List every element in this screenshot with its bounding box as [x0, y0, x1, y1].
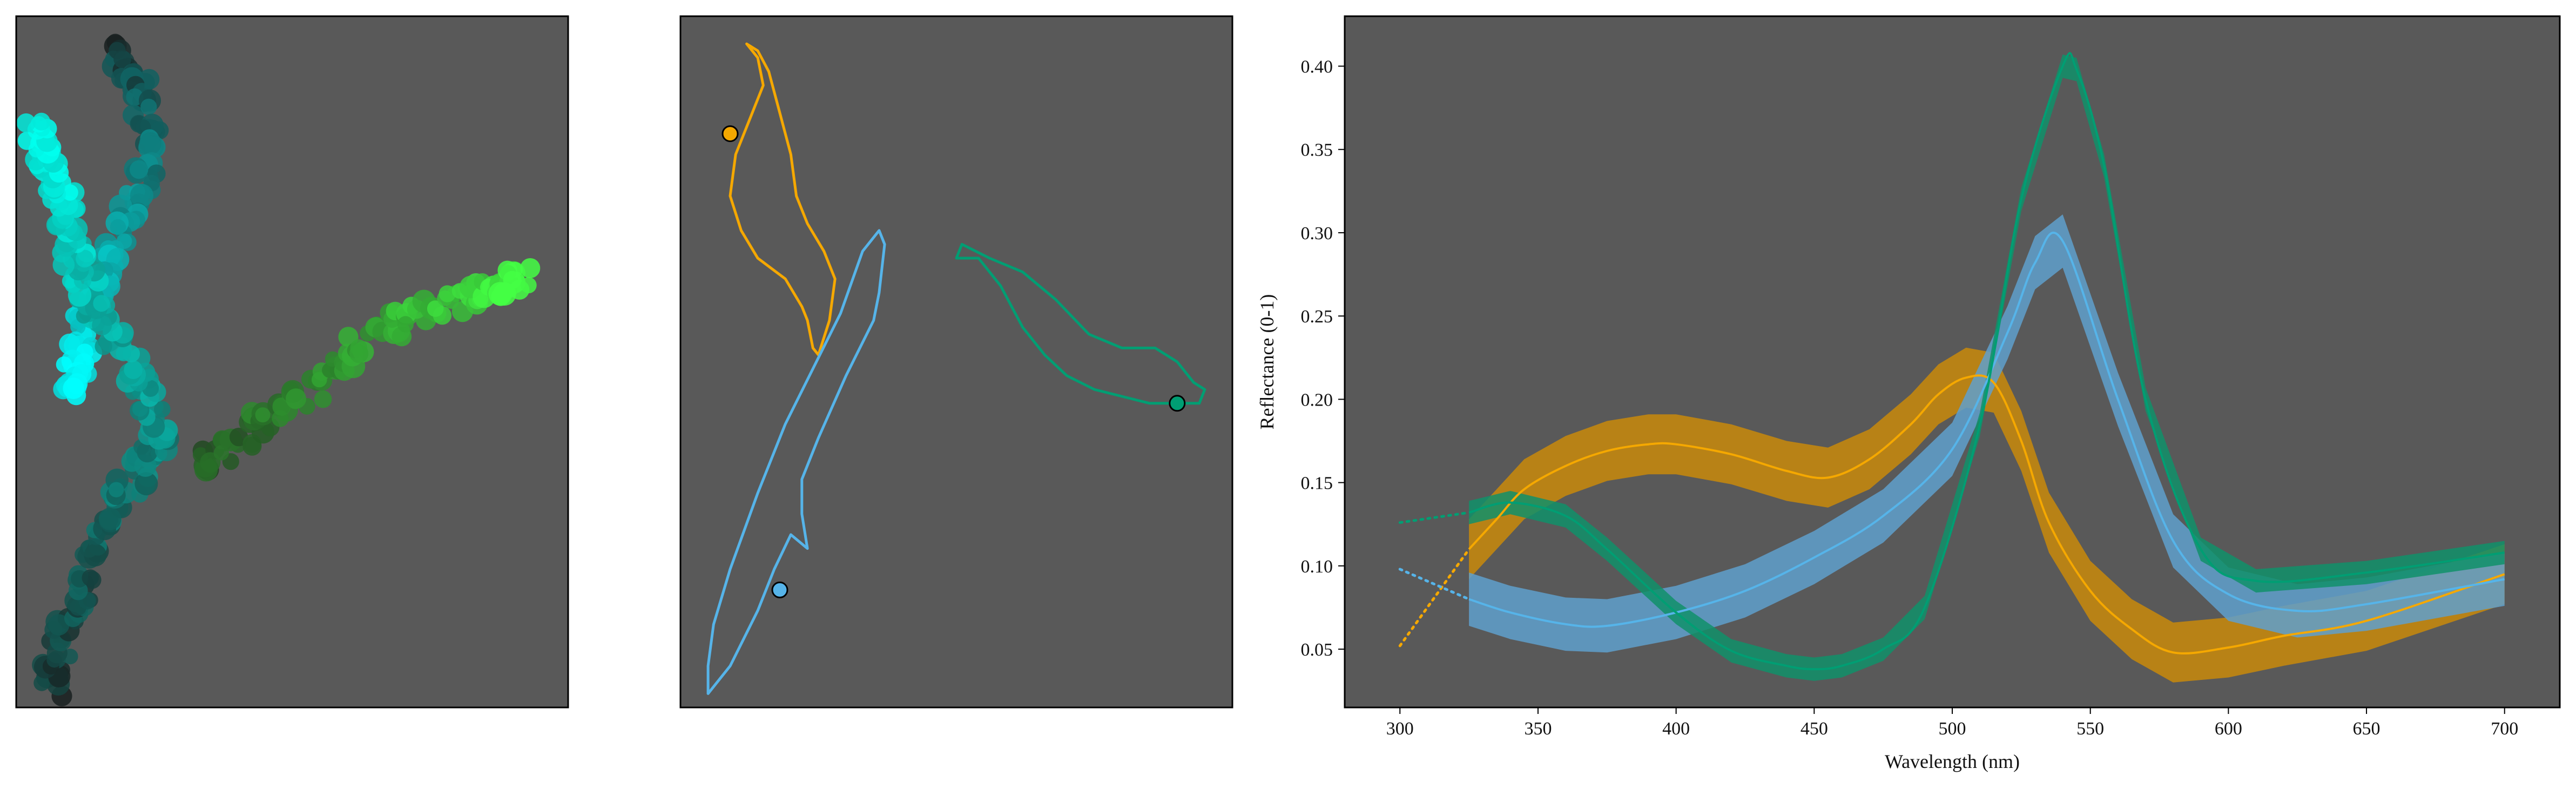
scatter-point	[82, 569, 99, 586]
y-tick-label: 0.25	[1301, 307, 1333, 327]
x-tick-label: 700	[2491, 719, 2518, 739]
scatter-point	[124, 360, 143, 379]
scatter-point	[439, 285, 456, 302]
scatter-point	[92, 315, 112, 336]
scatter-point	[130, 160, 149, 179]
reflectance-line	[1468, 231, 2505, 628]
x-tick-label: 600	[2215, 719, 2242, 739]
scatter-point	[139, 132, 162, 155]
scatter-point	[110, 219, 126, 235]
scatter-point	[95, 338, 112, 355]
panel-scatter	[15, 15, 569, 709]
x-tick-label: 350	[1524, 719, 1552, 739]
contour-marker	[1169, 395, 1186, 412]
scatter-points	[16, 33, 541, 706]
scatter-point	[33, 675, 50, 691]
scatter-point	[16, 113, 36, 133]
reflectance-line	[1468, 374, 2505, 655]
confidence-band	[1469, 214, 2505, 653]
extrapolation-line	[1398, 511, 1471, 524]
scatter-point	[63, 377, 84, 399]
x-tick-label: 500	[1939, 719, 1966, 739]
scatter-point	[312, 372, 327, 388]
scatter-point	[140, 98, 157, 116]
scatter-point	[154, 401, 171, 418]
panel-reflectance: 300 350 400 450 500 550 600 650 700 0.05 0.10 0.15…	[1256, 15, 2561, 772]
scatter-point	[350, 339, 367, 356]
scatter-point	[503, 271, 522, 289]
reflectance-line	[1468, 52, 2505, 671]
scatter-point	[56, 356, 72, 373]
x-tick-label: 300	[1386, 719, 1414, 739]
y-tick-label: 0.15	[1301, 474, 1333, 494]
y-tick-label: 0.20	[1301, 390, 1333, 410]
y-tick-label: 0.40	[1301, 57, 1333, 77]
x-tick-label: 650	[2353, 719, 2381, 739]
scatter-point	[93, 295, 110, 312]
panel-scatter-frame	[15, 15, 569, 709]
contour-marker	[721, 125, 739, 143]
scatter-point	[98, 508, 122, 530]
scatter-point	[130, 184, 153, 207]
scatter-point	[397, 316, 414, 333]
scatter-point	[114, 51, 131, 69]
x-tick-label: 400	[1662, 719, 1690, 739]
scatter-point	[134, 472, 158, 496]
y-tick-label: 0.30	[1301, 224, 1333, 244]
y-tick-label: 0.10	[1301, 557, 1333, 577]
scatter-point	[255, 407, 271, 423]
contour-outline	[729, 42, 837, 356]
contour-outline	[706, 229, 886, 695]
confidence-band	[1469, 347, 2505, 683]
y-axis-label: Reflectance (0-1)	[1256, 294, 1278, 430]
scatter-point	[272, 397, 291, 416]
y-tick-label: 0.05	[1301, 640, 1333, 660]
contour-outline	[955, 242, 1206, 405]
x-tick-label: 550	[2076, 719, 2104, 739]
panel-contours-background	[680, 16, 1232, 707]
scatter-point	[17, 131, 36, 150]
panel-contours-frame	[679, 15, 1233, 709]
panel-contours	[679, 15, 1233, 709]
y-axis-ticks: 0.05 0.10 0.15 0.20 0.25 0.30 0.35 0.40	[1301, 57, 1345, 660]
y-tick-label: 0.35	[1301, 140, 1333, 160]
scatter-point	[76, 249, 94, 268]
scatter-point	[520, 258, 541, 278]
scatter-point	[520, 277, 537, 294]
scatter-point	[48, 614, 70, 636]
extrapolation-line	[1398, 548, 1471, 648]
scatter-point	[109, 482, 124, 497]
x-axis-ticks: 300 350 400 450 500 550 600 650 700	[1386, 707, 2518, 739]
scatter-point	[427, 300, 444, 317]
x-tick-label: 450	[1800, 719, 1828, 739]
contour-marker	[771, 581, 788, 598]
scatter-point	[286, 388, 306, 409]
contour-shapes	[706, 42, 1206, 695]
extrapolation-line	[1398, 568, 1471, 601]
reflectance-lines	[1398, 52, 2505, 671]
scatter-point	[314, 390, 332, 408]
reflectance-bands	[1469, 54, 2505, 683]
scatter-point	[32, 112, 51, 131]
panel-scatter-background	[16, 16, 568, 707]
x-axis-label: Wavelength (nm)	[1885, 751, 2020, 772]
scatter-point	[116, 346, 131, 361]
